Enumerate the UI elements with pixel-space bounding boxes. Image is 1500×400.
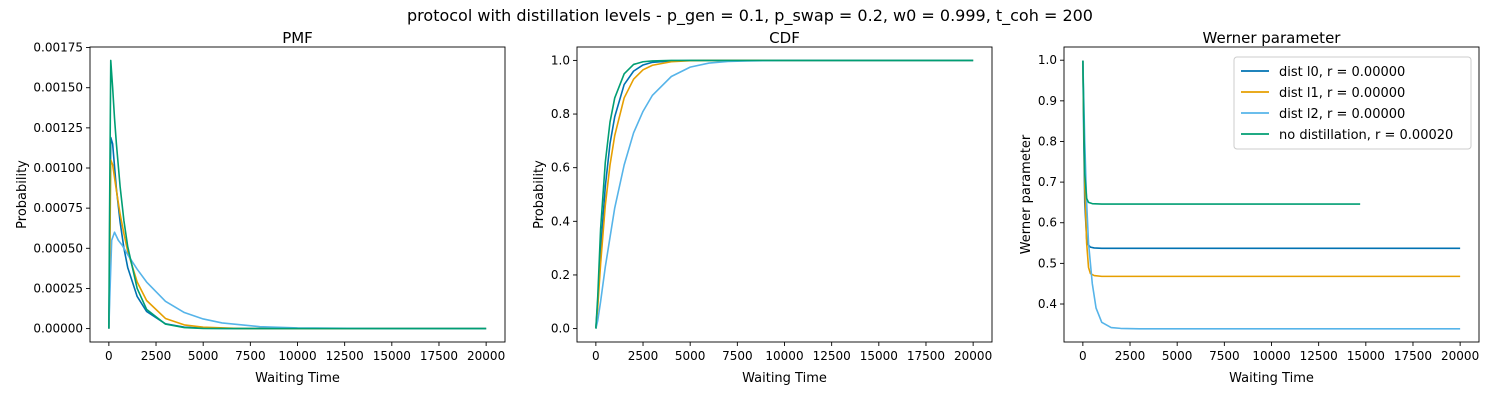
pmf-title: PMF [282,29,313,47]
werner-legend-label-1: dist l1, r = 0.00000 [1279,86,1405,101]
werner-y-tick-label: 0.7 [1038,175,1057,189]
werner-y-tick-label: 1.0 [1038,53,1057,67]
cdf-y-tick-label: 0.4 [551,214,570,228]
werner-x-axis-label: Waiting Time [1229,371,1314,386]
pmf-y-tick-label: 0.00150 [33,81,83,95]
werner-y-tick-label: 0.6 [1038,216,1057,230]
pmf-x-tick-label: 20000 [467,349,505,363]
pmf-x-tick-label: 0 [105,349,113,363]
pmf-x-tick-label: 2500 [141,349,172,363]
werner-legend-label-2: dist l2, r = 0.00000 [1279,107,1405,122]
werner-x-tick-label: 7500 [1209,349,1240,363]
pmf-x-tick-label: 17500 [420,349,458,363]
pmf-y-tick-label: 0.00100 [33,161,83,175]
werner-legend-label-0: dist l0, r = 0.00000 [1279,65,1405,80]
cdf-y-tick-label: 0.6 [551,161,570,175]
werner-y-tick-label: 0.9 [1038,94,1057,108]
pmf-y-tick-label: 0.00000 [33,322,83,336]
pmf-series-line-0 [108,136,487,330]
pmf-x-tick-label: 10000 [278,349,316,363]
pmf-x-tick-label: 12500 [326,349,364,363]
werner-series-line-2 [1082,60,1461,330]
pmf-x-tick-label: 15000 [373,349,411,363]
werner-title: Werner parameter [1203,29,1342,47]
cdf-x-tick-label: 5000 [675,349,706,363]
cdf-series-line-1 [595,59,974,329]
cdf-x-tick-label: 2500 [628,349,659,363]
cdf-x-tick-label: 12500 [813,349,851,363]
cdf-x-axis-label: Waiting Time [742,371,827,386]
cdf-y-tick-label: 0.8 [551,107,570,121]
werner-x-tick-label: 5000 [1162,349,1193,363]
cdf-x-tick-label: 20000 [954,349,992,363]
cdf-y-tick-label: 0.2 [551,268,570,282]
werner-x-tick-label: 15000 [1347,349,1385,363]
werner-legend-box [1233,56,1472,150]
pmf-series-line-3 [108,59,487,330]
pmf-series-line-2 [108,231,487,330]
cdf-x-tick-label: 7500 [722,349,753,363]
pmf-x-axis-label: Waiting Time [255,371,340,386]
werner-series-line-3 [1082,60,1361,205]
cdf-y-tick-label: 0.0 [551,322,570,336]
cdf-title: CDF [769,29,800,47]
pmf-y-tick-label: 0.00175 [33,41,83,55]
werner-panel: Werner parameter 0 2500 5000 7500 10000 12500 1… [1019,29,1480,386]
werner-y-axis-label: Werner parameter [1019,134,1034,254]
pmf-x-tick-label: 7500 [235,349,266,363]
pmf-axes-frame [89,46,506,343]
werner-legend: dist l0, r = 0.00000 dist l1, r = 0.00000… [1233,56,1472,150]
pmf-y-axis-label: Probability [15,160,30,229]
werner-legend-label-3: no distillation, r = 0.00020 [1279,128,1453,143]
cdf-series-line-2 [595,59,974,329]
figure-title: protocol with distillation levels - p_ge… [407,6,1093,26]
werner-y-tick-label: 0.8 [1038,134,1057,148]
pmf-x-tick-label: 5000 [188,349,219,363]
werner-y-tick-label: 0.5 [1038,256,1057,270]
werner-x-tick-label: 0 [1079,349,1087,363]
werner-x-tick-label: 12500 [1300,349,1338,363]
cdf-axes-frame [576,46,993,343]
pmf-y-tick-label: 0.00050 [33,241,83,255]
cdf-series-line-3 [595,59,974,329]
cdf-y-axis-label: Probability [532,160,547,229]
cdf-x-tick-label: 15000 [860,349,898,363]
cdf-x-tick-label: 17500 [907,349,945,363]
cdf-series-line-0 [595,59,974,329]
pmf-y-tick-label: 0.00125 [33,121,83,135]
werner-x-tick-label: 2500 [1115,349,1146,363]
werner-x-tick-label: 20000 [1441,349,1479,363]
werner-y-tick-label: 0.4 [1038,297,1057,311]
pmf-y-tick-label: 0.00025 [33,281,83,295]
cdf-x-tick-label: 10000 [765,349,803,363]
pmf-series-line-1 [108,159,487,330]
werner-x-tick-label: 10000 [1252,349,1290,363]
cdf-x-tick-label: 0 [592,349,600,363]
cdf-y-tick-label: 1.0 [551,53,570,67]
cdf-panel: CDF 0 2500 5000 7500 10000 12500 15000 17500 2000… [532,29,993,386]
pmf-y-tick-label: 0.00075 [33,201,83,215]
pmf-panel: PMF 0 2500 5000 7500 10000 12500 15000 17500 2000… [15,29,506,386]
werner-x-tick-label: 17500 [1394,349,1432,363]
